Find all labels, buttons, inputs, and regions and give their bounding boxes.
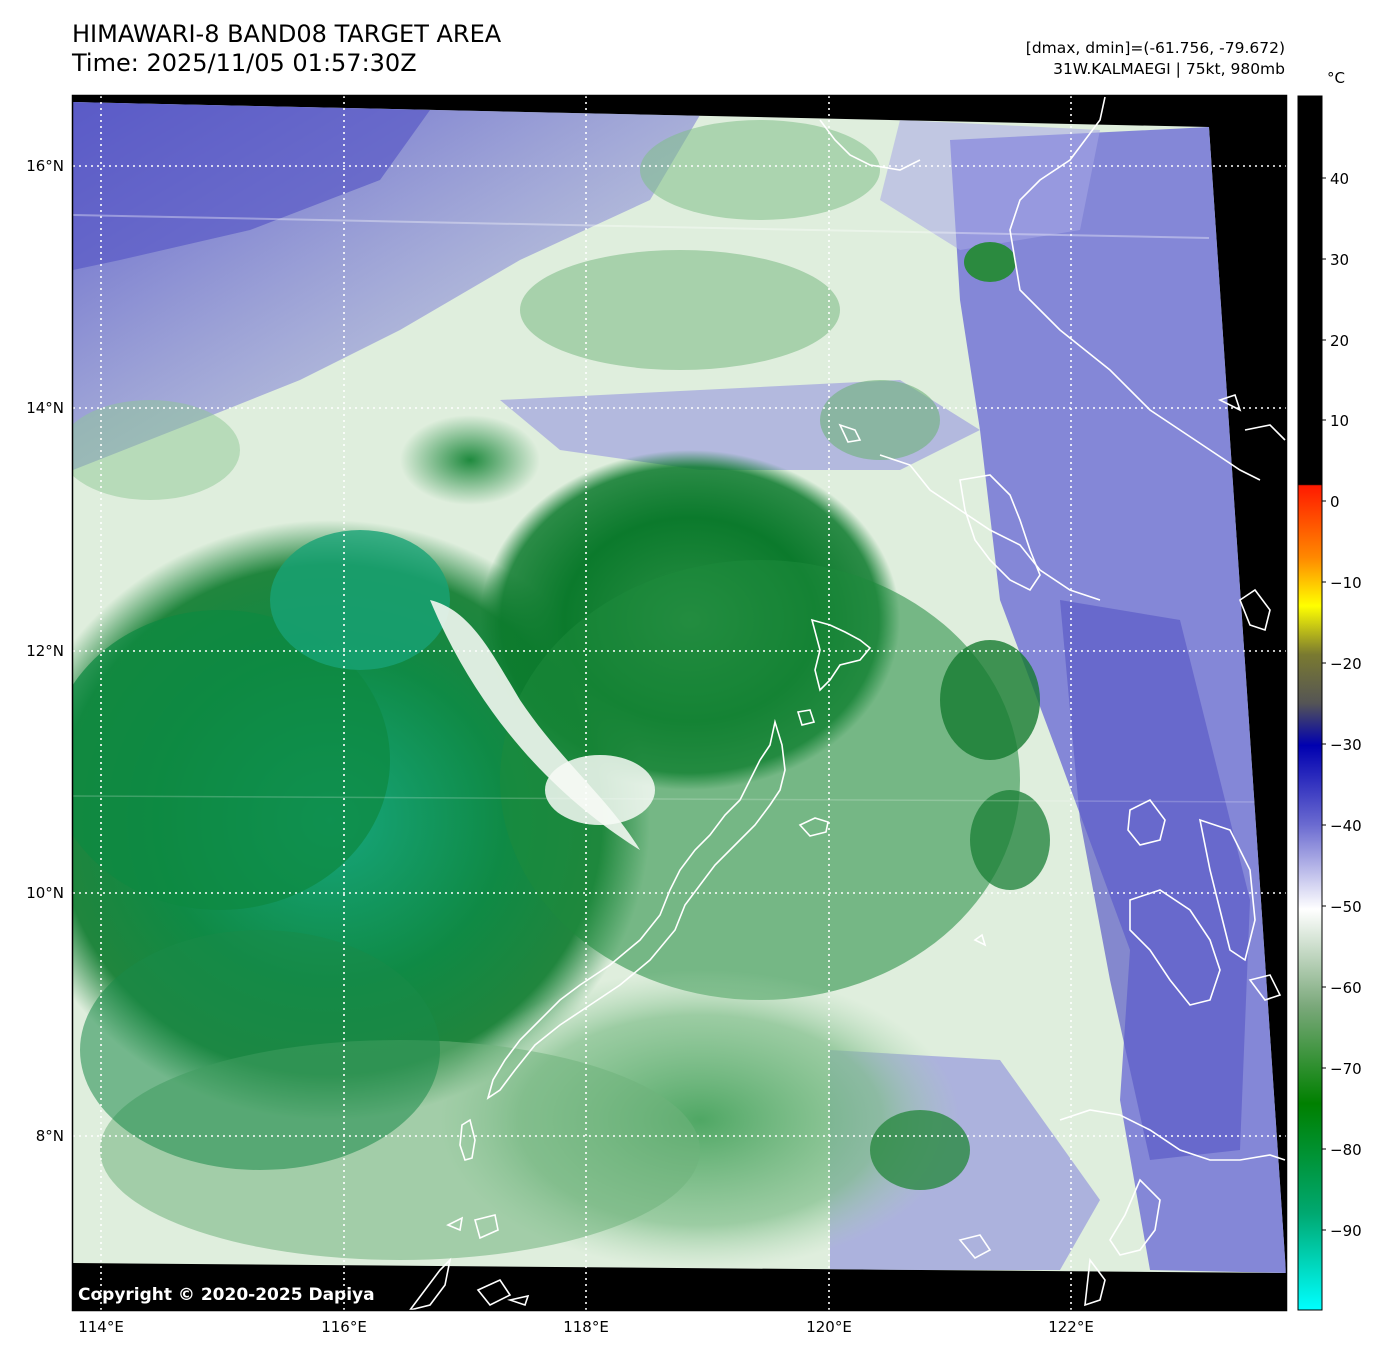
lat-label: 16°N — [26, 157, 64, 175]
lat-label: 8°N — [36, 1127, 64, 1145]
colorbar: °C 40 30 20 10 0 −10 −20 −30 −40 −50 −60 — [1297, 69, 1362, 1311]
chart-time: Time: 2025/11/05 01:57:30Z — [72, 49, 417, 77]
map-frame — [71, 94, 1288, 1312]
title-block: HIMAWARI-8 BAND08 TARGET AREA Time: 2025… — [72, 20, 501, 78]
colorbar-tick: 0 — [1330, 493, 1340, 511]
chart-title: HIMAWARI-8 BAND08 TARGET AREA — [72, 20, 502, 48]
coastlines — [409, 96, 1286, 1310]
lon-label: 116°E — [321, 1318, 367, 1336]
dmax-dmin-text: [dmax, dmin]=(-61.756, -79.672) — [1025, 39, 1285, 57]
colorbar-tick: −10 — [1330, 574, 1362, 592]
lat-label: 14°N — [26, 399, 64, 417]
info-block: [dmax, dmin]=(-61.756, -79.672) 31W.KALM… — [1026, 38, 1285, 80]
lon-label: 118°E — [563, 1318, 609, 1336]
colorbar-tick: 40 — [1330, 170, 1349, 188]
graticule — [73, 96, 1286, 1310]
colorbar-tick: −70 — [1330, 1060, 1362, 1078]
lat-label: 12°N — [26, 642, 64, 660]
lon-label: 122°E — [1048, 1318, 1094, 1336]
storm-info-text: 31W.KALMAEGI | 75kt, 980mb — [1053, 60, 1285, 78]
colorbar-tick: 20 — [1330, 332, 1349, 350]
lon-label: 120°E — [806, 1318, 852, 1336]
colorbar-tick: −50 — [1330, 898, 1362, 916]
colorbar-tick: −90 — [1330, 1222, 1362, 1240]
colorbar-tick: −40 — [1330, 817, 1362, 835]
colorbar-scale — [1297, 95, 1323, 1311]
lat-label: 10°N — [26, 884, 64, 902]
lon-label: 114°E — [78, 1318, 124, 1336]
copyright-text: Copyright © 2020-2025 Dapiya — [78, 1285, 375, 1305]
colorbar-tick: −30 — [1330, 736, 1362, 754]
colorbar-tick: 30 — [1330, 251, 1349, 269]
colorbar-tick: −20 — [1330, 655, 1362, 673]
palawan-coast — [486, 718, 786, 1100]
cloud-imagery — [73, 102, 1286, 1273]
latitude-labels: 16°N 14°N 12°N 10°N 8°N — [26, 157, 64, 1145]
colorbar-tick: 10 — [1330, 412, 1349, 430]
longitude-labels: 114°E 116°E 118°E 120°E 122°E — [78, 1318, 1094, 1336]
colorbar-unit: °C — [1327, 69, 1345, 87]
colorbar-tick: −80 — [1330, 1141, 1362, 1159]
colorbar-tick: −60 — [1330, 979, 1362, 997]
